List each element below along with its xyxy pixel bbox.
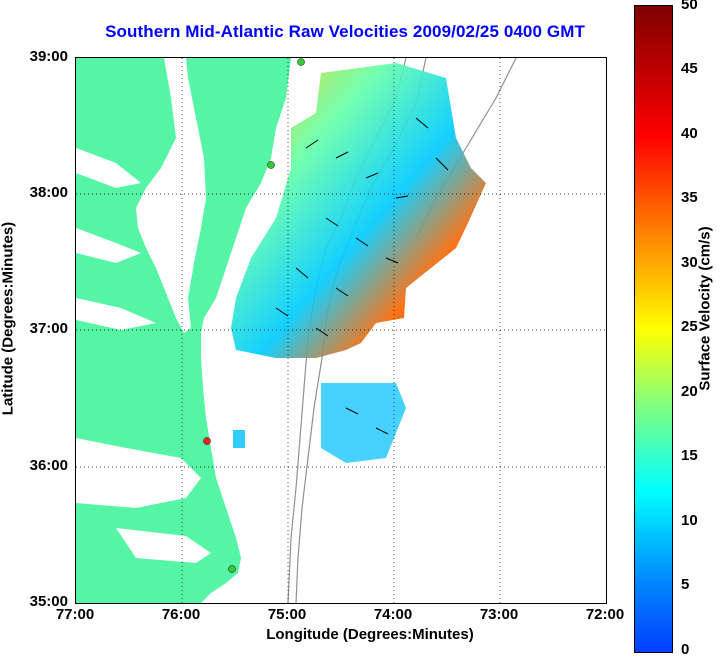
velocity-vectors [275, 117, 449, 435]
x-axis-title: Longitude (Degrees:Minutes) [266, 626, 474, 643]
colorbar-tick: 35 [681, 189, 698, 206]
radar-station-marker [267, 161, 275, 169]
radar-station-marker [228, 565, 236, 573]
x-tick-label: 73:00 [479, 606, 519, 623]
velocity-field-south [321, 383, 406, 463]
y-tick-label: 37:00 [29, 320, 68, 337]
chart-title: Southern Mid-Atlantic Raw Velocities 200… [105, 22, 585, 41]
colorbar-tick: 50 [681, 0, 698, 13]
bay-inlet [76, 228, 141, 263]
radar-station-marker [297, 58, 305, 66]
x-tick-label: 74:00 [373, 606, 413, 623]
x-tick-label: 75:00 [267, 606, 307, 623]
colorbar-title: Surface Velocity (cm/s) [696, 226, 714, 391]
colorbar-tick: 45 [681, 60, 698, 77]
x-tick-label: 72:00 [585, 606, 625, 623]
velocity-cell [233, 430, 245, 448]
y-tick-label: 39:00 [29, 48, 68, 65]
map-plot-area [75, 57, 607, 604]
colorbar-tick: 30 [681, 254, 698, 271]
map-grid [76, 58, 606, 603]
colorbar-tick: 20 [681, 383, 698, 400]
map-svg [76, 58, 606, 603]
sound-water [76, 438, 201, 508]
y-tick-label: 38:00 [29, 184, 68, 201]
radar-station-marker [203, 437, 211, 445]
velocity-field [231, 63, 486, 358]
colorbar-tick: 25 [681, 318, 698, 335]
bay-inlet [76, 298, 156, 330]
y-tick-label: 35:00 [29, 593, 68, 610]
colorbar-tick: 5 [681, 576, 690, 593]
y-axis-title: Latitude (Degrees:Minutes) [0, 221, 17, 416]
colorbar-tick: 40 [681, 125, 698, 142]
sound-water [116, 528, 211, 563]
x-tick-label: 76:00 [161, 606, 201, 623]
colorbar-tick: 0 [681, 641, 690, 658]
colorbar [634, 5, 673, 653]
x-tick-label: 77:00 [55, 606, 95, 623]
chesapeake-bay [136, 58, 206, 333]
colorbar-tick: 10 [681, 512, 698, 529]
y-tick-label: 36:00 [29, 457, 68, 474]
bay-inlet [76, 148, 141, 188]
colorbar-tick: 15 [681, 447, 698, 464]
